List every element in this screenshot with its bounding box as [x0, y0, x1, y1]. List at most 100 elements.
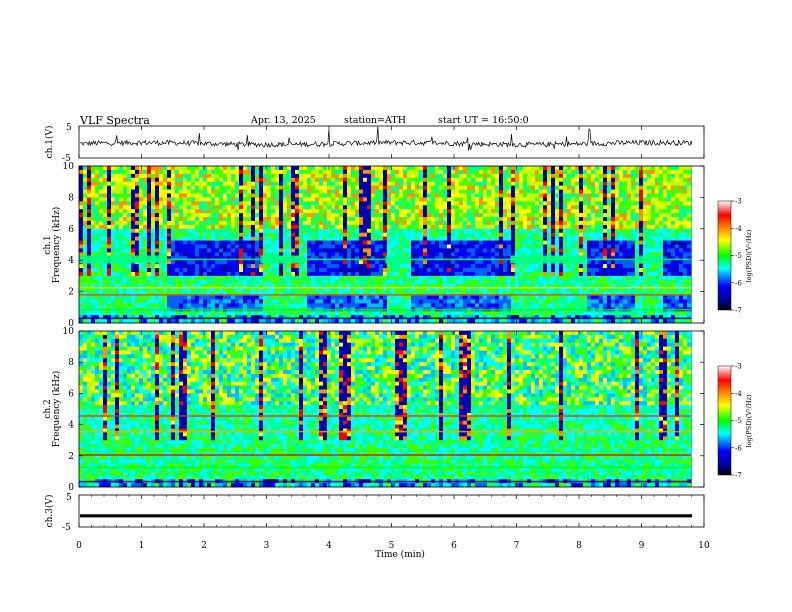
spectrogram-cell [111, 319, 116, 324]
spectrogram-cell [411, 264, 416, 269]
spectrogram-cell [547, 232, 552, 237]
spectrogram-cell [547, 228, 552, 234]
spectrogram-cell [427, 169, 432, 175]
spectrogram-cell [187, 209, 192, 214]
spectrogram-cell [279, 236, 284, 241]
spectrogram-cell [319, 260, 324, 265]
spectrogram-cell [183, 217, 188, 222]
spectrogram-cell [531, 311, 536, 316]
spectrogram-cell [507, 295, 512, 300]
spectrogram-cell [443, 271, 448, 277]
spectrogram-cell [371, 240, 376, 245]
spectrogram-cell [319, 256, 324, 261]
spectrogram-cell [375, 181, 380, 186]
spectrogram-cell [411, 189, 416, 194]
spectrogram-cell [239, 287, 244, 292]
spectrogram-cell [143, 252, 148, 257]
spectrogram-cell [483, 201, 488, 206]
spectrogram-cell [215, 295, 220, 300]
spectrogram-cell [375, 299, 380, 304]
spectrogram-cell [411, 197, 416, 202]
spectrogram-cell [451, 295, 456, 300]
spectrogram-cell [135, 291, 140, 296]
spectrogram-cell [155, 303, 160, 308]
spectrogram-cell [323, 256, 328, 261]
spectrogram-cell [219, 303, 224, 308]
spectrogram-cell [435, 185, 440, 190]
spectrogram-cell [107, 311, 112, 316]
spectrogram-cell [387, 287, 392, 292]
spectrogram-cell [203, 185, 208, 190]
spectrogram-cell [195, 166, 200, 171]
spectrogram-cell [167, 311, 172, 316]
spectrogram-cell [511, 303, 516, 308]
spectrogram-cell [351, 299, 356, 304]
spectrogram-cell [411, 236, 416, 241]
spectrogram-cell [319, 173, 324, 179]
spectrogram-cell [83, 279, 88, 285]
spectrogram-cell [107, 319, 112, 324]
spectrogram-cell [567, 177, 572, 182]
spectrogram-cell [79, 197, 84, 202]
spectrogram-cell [555, 236, 560, 241]
spectrogram-cell [495, 295, 500, 300]
spectrogram-cell [231, 264, 236, 269]
spectrogram-cell [199, 185, 204, 190]
spectrogram-cell [259, 279, 264, 285]
spectrogram-cell [475, 311, 480, 316]
spectrogram-cell [483, 228, 488, 234]
spectrogram-cell [275, 213, 280, 218]
spectrogram-cell [79, 248, 84, 253]
spectrogram-cell [135, 232, 140, 237]
spectrogram-cell [479, 299, 484, 304]
spectrogram-cell [227, 275, 232, 281]
spectrogram-cell [343, 303, 348, 308]
spectrogram-cell [199, 252, 204, 257]
spectrogram-cell [431, 197, 436, 202]
spectrogram-cell [147, 224, 152, 230]
spectrogram-cell [103, 220, 108, 226]
spectrogram-cell [519, 295, 524, 300]
spectrogram-cell [439, 248, 444, 253]
spectrogram-cell [567, 248, 572, 253]
spectrogram-cell [415, 311, 420, 316]
spectrogram-cell [155, 236, 160, 241]
spectrogram-cell [83, 173, 88, 179]
spectrogram-cell [131, 205, 136, 210]
spectrogram-cell [523, 166, 528, 171]
spectrogram-cell [507, 217, 512, 222]
spectrogram-cell [247, 166, 252, 171]
spectrogram-cell [299, 236, 304, 241]
spectrogram-cell [359, 260, 364, 265]
spectrogram-cell [319, 228, 324, 234]
spectrogram-cell [239, 169, 244, 175]
spectrogram-cell [191, 271, 196, 277]
spectrogram-cell [539, 220, 544, 226]
spectrogram-cell [471, 295, 476, 300]
spectrogram-cell [423, 248, 428, 253]
spectrogram-cell [331, 189, 336, 194]
spectrogram-cell [247, 205, 252, 210]
spectrogram-cell [111, 166, 116, 171]
spectrogram-cell [283, 315, 288, 320]
spectrogram-cell [299, 169, 304, 175]
spectrogram-cell [563, 224, 568, 230]
spectrogram-cell [511, 177, 516, 182]
spectrogram-cell [467, 173, 472, 179]
spectrogram-cell [207, 173, 212, 179]
spectrogram-cell [243, 303, 248, 308]
spectrogram-cell [91, 240, 96, 245]
spectrogram-cell [299, 220, 304, 226]
spectrogram-cell [479, 177, 484, 182]
spectrogram-cell [95, 232, 100, 237]
spectrogram-cell [515, 311, 520, 316]
spectrogram-cell [271, 291, 276, 296]
spectrogram-cell [511, 252, 516, 257]
spectrogram-cell [559, 181, 564, 186]
spectrogram-cell [139, 201, 144, 206]
spectrogram-cell [251, 240, 256, 245]
spectrogram-cell [211, 185, 216, 190]
spectrogram-cell [167, 252, 172, 257]
spectrogram-cell [563, 287, 568, 292]
spectrogram-cell [307, 248, 312, 253]
